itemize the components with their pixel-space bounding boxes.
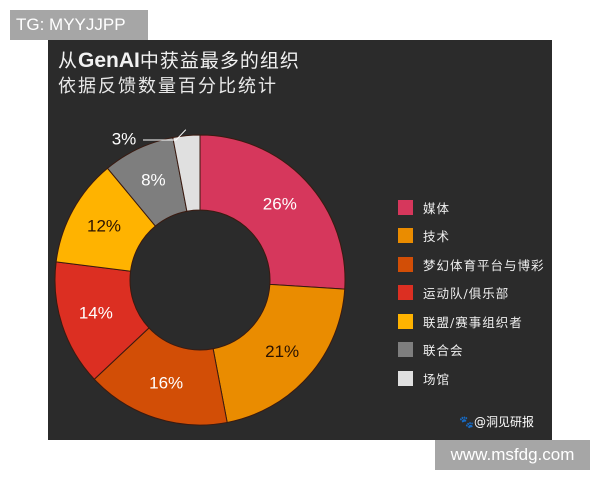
legend-label: 媒体 xyxy=(423,200,451,216)
site-badge: www.msfdg.com xyxy=(435,440,590,470)
legend-swatch xyxy=(398,285,413,301)
source-watermark: 🐾@洞见研报 xyxy=(459,413,534,430)
donut-slice xyxy=(212,283,346,424)
slice-value-label: 21% xyxy=(265,342,299,361)
legend-item: 媒体 xyxy=(398,193,545,222)
title-prefix: 从 xyxy=(58,50,79,72)
donut-slice xyxy=(172,134,201,212)
legend-swatch xyxy=(398,370,413,386)
legend-label: 联盟/赛事组织者 xyxy=(423,314,523,330)
legend-swatch xyxy=(398,199,413,215)
slice-value-label: 8% xyxy=(141,170,166,189)
legend-item: 场馆 xyxy=(398,364,545,393)
donut-labels: 26% 21% 16% 14% 12% 8% 3% xyxy=(79,129,299,392)
legend-item: 梦幻体育平台与博彩 xyxy=(398,250,545,279)
chart-title: 从GenAI中获益最多的组织 xyxy=(58,46,300,73)
legend-label: 联合会 xyxy=(423,343,464,359)
legend-swatch xyxy=(398,256,413,272)
slice-value-label: 14% xyxy=(79,303,113,322)
donut-slices xyxy=(54,134,346,426)
legend-swatch xyxy=(398,228,413,244)
legend-swatch xyxy=(398,342,413,358)
legend-label: 梦幻体育平台与博彩 xyxy=(423,257,545,273)
legend: 媒体 技术 梦幻体育平台与博彩 运动队/俱乐部 联盟/赛事组织者 联合会 场馆 xyxy=(398,193,545,393)
legend-label: 运动队/俱乐部 xyxy=(423,286,510,302)
slice-value-label: 3% xyxy=(112,129,137,148)
legend-item: 联合会 xyxy=(398,336,545,365)
watermark-text: @洞见研报 xyxy=(473,415,534,429)
legend-label: 场馆 xyxy=(423,371,451,387)
paw-icon: 🐾 xyxy=(459,415,474,429)
tg-badge: TG: MYYJJPP xyxy=(10,10,148,40)
legend-swatch xyxy=(398,313,413,329)
title-brand: GenAI xyxy=(78,49,140,72)
leader-line xyxy=(143,129,187,141)
slice-value-label: 12% xyxy=(87,217,121,236)
legend-label: 技术 xyxy=(423,229,451,245)
slice-value-label: 26% xyxy=(263,195,297,214)
donut-slice xyxy=(199,134,346,290)
donut-chart: 26% 21% 16% 14% 12% 8% 3% xyxy=(54,129,346,426)
slice-value-label: 16% xyxy=(149,374,183,393)
chart-subtitle: 依据反馈数量百分比统计 xyxy=(58,76,278,97)
legend-item: 技术 xyxy=(398,222,545,251)
legend-item: 联盟/赛事组织者 xyxy=(398,307,545,336)
legend-item: 运动队/俱乐部 xyxy=(398,279,545,308)
title-suffix: 中获益最多的组织 xyxy=(139,50,300,72)
